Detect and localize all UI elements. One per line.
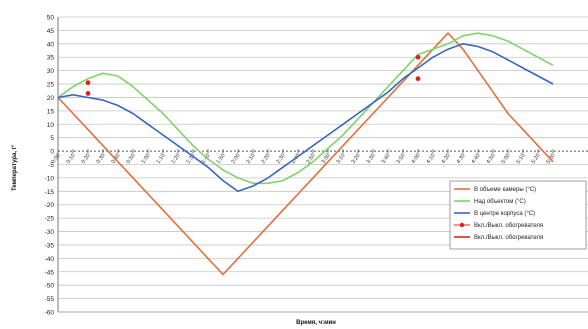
y-tick-label: -5 bbox=[48, 162, 54, 169]
legend-label: В объеме камеры (°С) bbox=[474, 187, 536, 193]
y-tick-label: 40 bbox=[47, 41, 55, 48]
x-tick-label: 1:00 bbox=[141, 153, 152, 165]
x-tick-label: 3:40 bbox=[381, 153, 392, 165]
y-tick-label: 30 bbox=[47, 68, 55, 75]
x-tick-label: 1:10 bbox=[156, 153, 167, 165]
heater-marker bbox=[415, 54, 421, 60]
x-tick-label: 3:30 bbox=[366, 153, 377, 165]
x-tick-label: 2:30 bbox=[276, 153, 287, 165]
y-axis-label: Температура, t° bbox=[12, 144, 18, 191]
x-tick-label: 4:10 bbox=[426, 153, 437, 165]
x-tick-label: 3:00 bbox=[321, 153, 332, 165]
y-tick-label: -40 bbox=[45, 256, 55, 263]
y-tick-label: -30 bbox=[45, 229, 55, 236]
y-tick-label: -50 bbox=[45, 283, 55, 290]
x-tick-label: 0:20 bbox=[81, 153, 92, 165]
y-tick-label: -55 bbox=[45, 296, 55, 303]
x-tick-label: 1:40 bbox=[201, 153, 212, 165]
gridlines bbox=[57, 16, 588, 313]
series-line bbox=[57, 42, 554, 193]
x-tick-label: 2:20 bbox=[261, 153, 272, 165]
x-tick-label: 0:00 bbox=[51, 153, 62, 165]
series-line bbox=[57, 32, 554, 185]
x-tick-label: 2:50 bbox=[306, 153, 317, 165]
y-tick-label: -60 bbox=[45, 310, 55, 317]
y-tick-label: -10 bbox=[45, 175, 55, 182]
series-line bbox=[57, 32, 554, 276]
x-tick-label: 5:20 bbox=[531, 153, 542, 165]
y-tick-label: -25 bbox=[45, 216, 55, 223]
y-tick-label: 35 bbox=[47, 55, 55, 62]
y-tick-label: -15 bbox=[45, 189, 55, 196]
y-tick-label: -45 bbox=[45, 269, 55, 276]
legend-box bbox=[449, 180, 587, 250]
legend-label: Вкл./Выкл. обогревателя bbox=[474, 223, 543, 229]
legend-label: В центре корпуса (°С) bbox=[474, 211, 535, 217]
y-tick-label: 0 bbox=[50, 149, 54, 156]
y-tick-label: 5 bbox=[50, 135, 54, 142]
y-tick-label: 15 bbox=[47, 108, 55, 115]
x-tick-label: 4:20 bbox=[441, 153, 452, 165]
heater-marker bbox=[415, 76, 421, 82]
x-tick-label: 4:00 bbox=[411, 153, 422, 165]
y-tick-label: 50 bbox=[47, 15, 55, 22]
x-tick-label: 3:50 bbox=[396, 153, 407, 165]
y-tick-label: 10 bbox=[47, 122, 55, 129]
x-tick-label: 4:50 bbox=[486, 153, 497, 165]
x-tick-label: 2:40 bbox=[291, 153, 302, 165]
x-tick-label: 3:10 bbox=[336, 153, 347, 165]
x-tick-label: 0:30 bbox=[96, 153, 107, 165]
x-tick-label: 3:20 bbox=[351, 153, 362, 165]
y-tick-label: 20 bbox=[47, 95, 55, 102]
legend: В объеме камеры (°С) Над объектом (°С) В ц… bbox=[449, 180, 587, 250]
heater-marker bbox=[85, 91, 91, 96]
x-tick-label: 1:20 bbox=[171, 153, 182, 165]
legend-label: Над объектом (°С) bbox=[474, 199, 526, 205]
x-tick-label: 0:50 bbox=[126, 153, 137, 165]
x-tick-label: 5:00 bbox=[501, 153, 512, 165]
y-axis-ticks: 50454035302520151050-5-10-15-20-25-30-35… bbox=[45, 15, 55, 317]
x-tick-label: 5:10 bbox=[516, 153, 527, 165]
y-tick-label: -35 bbox=[45, 242, 55, 249]
y-tick-label: 25 bbox=[47, 82, 55, 89]
heater-marker bbox=[85, 80, 91, 86]
x-axis-ticks: 0:00 0:10 0:20 0:30 0:40 0:50 1:00 1:10 1:20 1:30… bbox=[51, 149, 557, 165]
x-tick-label: 1:50 bbox=[216, 153, 227, 165]
x-tick-label: 0:10 bbox=[66, 153, 77, 165]
series-lines bbox=[57, 32, 554, 276]
heater-markers bbox=[85, 54, 421, 96]
y-tick-label: -20 bbox=[45, 202, 55, 209]
x-tick-label: 4:40 bbox=[471, 153, 482, 165]
x-tick-label: 1:30 bbox=[186, 153, 197, 165]
x-tick-label: 2:10 bbox=[246, 153, 257, 165]
y-tick-label: 45 bbox=[47, 28, 55, 35]
legend-label: Вкл./Выкл. обогревателя bbox=[474, 235, 543, 241]
legend-marker bbox=[459, 222, 465, 228]
x-axis-label: Время, ч:мин bbox=[296, 320, 336, 326]
x-tick-label: 4:30 bbox=[456, 153, 467, 165]
x-tick-label: 2:00 bbox=[231, 153, 242, 165]
